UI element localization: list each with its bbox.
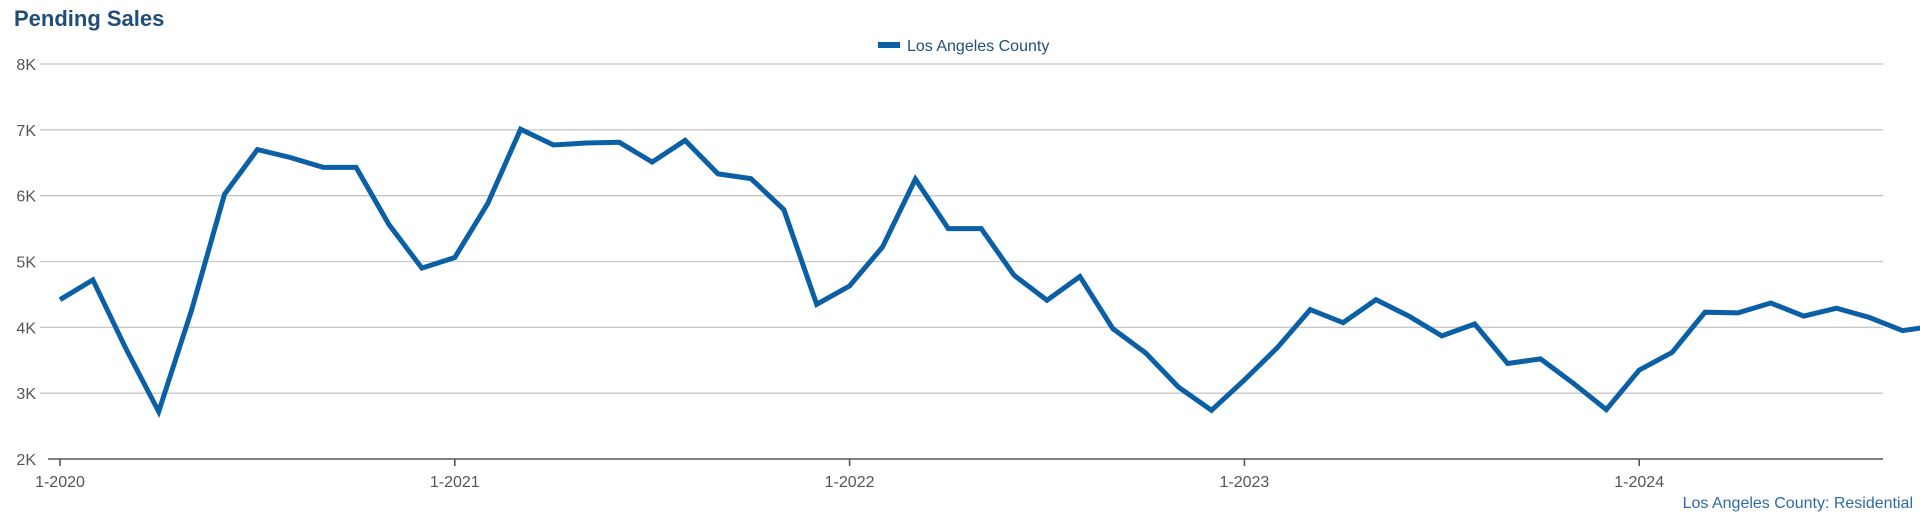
legend: Los Angeles County: [878, 38, 1049, 55]
y-tick-label: 8K: [16, 57, 36, 74]
y-tick-label: 2K: [16, 452, 36, 469]
y-tick-label: 6K: [16, 189, 36, 206]
y-tick-label: 5K: [16, 255, 36, 272]
x-tick-label: 1-2022: [825, 474, 875, 491]
y-tick-label: 4K: [16, 320, 36, 337]
x-tick-label: 1-2023: [1219, 474, 1269, 491]
y-tick-label: 7K: [16, 123, 36, 140]
legend-label: Los Angeles County: [907, 38, 1049, 55]
y-tick-label: 3K: [16, 386, 36, 403]
series-line-los-angeles-county: [58, 125, 1920, 419]
y-axis-labels: 2K 3K 4K 5K 6K 7K 8K: [16, 57, 36, 469]
x-tick-label: 1-2024: [1614, 474, 1664, 491]
y-gridlines: [40, 63, 1883, 394]
x-axis-ticks: [59, 459, 1640, 466]
x-tick-label: 1-2021: [430, 474, 480, 491]
chart-footer-note: Los Angeles County: Residential: [1683, 495, 1913, 512]
series-layer: [58, 125, 1920, 419]
chart-title: Pending Sales: [14, 6, 164, 31]
x-tick-label: 1-2020: [35, 474, 85, 491]
